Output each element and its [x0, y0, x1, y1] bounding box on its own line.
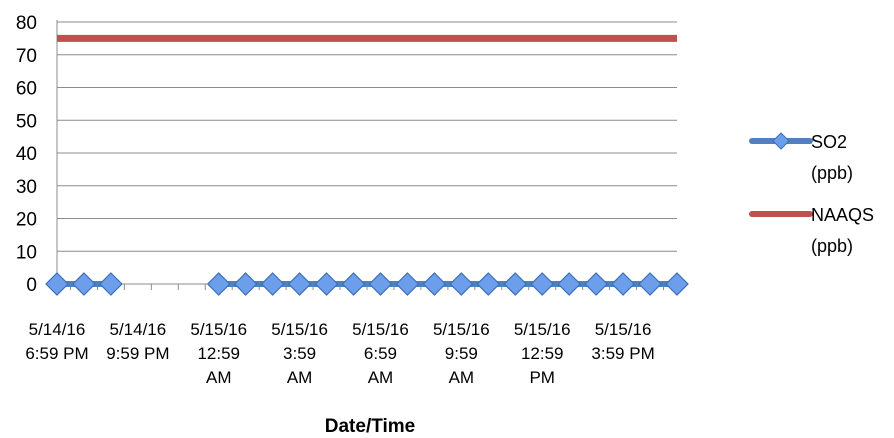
x-tick-label: 5/15/16 3:59 AM — [271, 320, 328, 387]
data-point — [260, 272, 285, 296]
x-tick-label: 5/15/16 3:59 PM — [591, 320, 654, 363]
x-axis-title: Date/Time — [325, 416, 415, 437]
data-point — [476, 272, 501, 296]
legend-entry-0: SO2 (ppb) — [749, 132, 853, 183]
x-tick-label: 5/14/16 6:59 PM — [25, 320, 88, 363]
y-tick-label: 70 — [16, 46, 37, 67]
y-tick-label: 20 — [16, 210, 37, 231]
data-point — [314, 272, 339, 296]
y-tick-label: 30 — [16, 177, 37, 198]
legend-label: NAAQS (ppb) — [811, 205, 874, 256]
data-point — [665, 272, 689, 296]
legend-entry-1: NAAQS (ppb) — [749, 205, 874, 256]
data-point — [638, 272, 662, 296]
data-point — [422, 272, 447, 296]
data-point — [72, 272, 96, 296]
legend: SO2 (ppb) NAAQS (ppb) — [749, 132, 874, 256]
y-tick-label: 60 — [16, 79, 37, 100]
series-layer — [45, 34, 689, 296]
y-tick-label: 80 — [16, 13, 37, 34]
series-0 — [45, 272, 689, 296]
y-axis: 0 10 20 30 40 50 60 70 80 — [16, 13, 58, 296]
data-point — [368, 272, 393, 296]
legend-marker — [772, 132, 790, 150]
data-point — [557, 272, 582, 296]
legend-label: SO2 (ppb) — [811, 132, 853, 183]
y-tick-label: 50 — [16, 111, 37, 132]
data-point — [341, 272, 366, 296]
data-point — [45, 272, 69, 296]
y-tick-label: 0 — [26, 275, 37, 296]
data-point — [99, 272, 123, 296]
data-point — [530, 272, 555, 296]
x-axis: 5/14/16 6:59 PM 5/14/16 9:59 PM 5/15/16 12:59… — [25, 283, 677, 387]
data-point — [584, 272, 608, 296]
x-tick-label: 5/14/16 9:59 PM — [106, 320, 169, 363]
data-point — [206, 272, 231, 296]
x-tick-label: 5/15/16 12:59 PM — [514, 320, 571, 387]
x-tick-label: 5/15/16 9:59 AM — [433, 320, 490, 387]
y-tick-label: 40 — [16, 144, 37, 165]
x-tick-label: 5/15/16 6:59 AM — [352, 320, 409, 387]
gridlines — [57, 21, 677, 252]
data-point — [611, 272, 635, 296]
data-point — [233, 272, 258, 296]
data-point — [287, 272, 312, 296]
data-point — [449, 272, 474, 296]
data-point — [395, 272, 420, 296]
y-tick-label: 10 — [16, 242, 37, 263]
x-tick-label: 5/15/16 12:59 AM — [190, 320, 247, 387]
data-point — [503, 272, 528, 296]
